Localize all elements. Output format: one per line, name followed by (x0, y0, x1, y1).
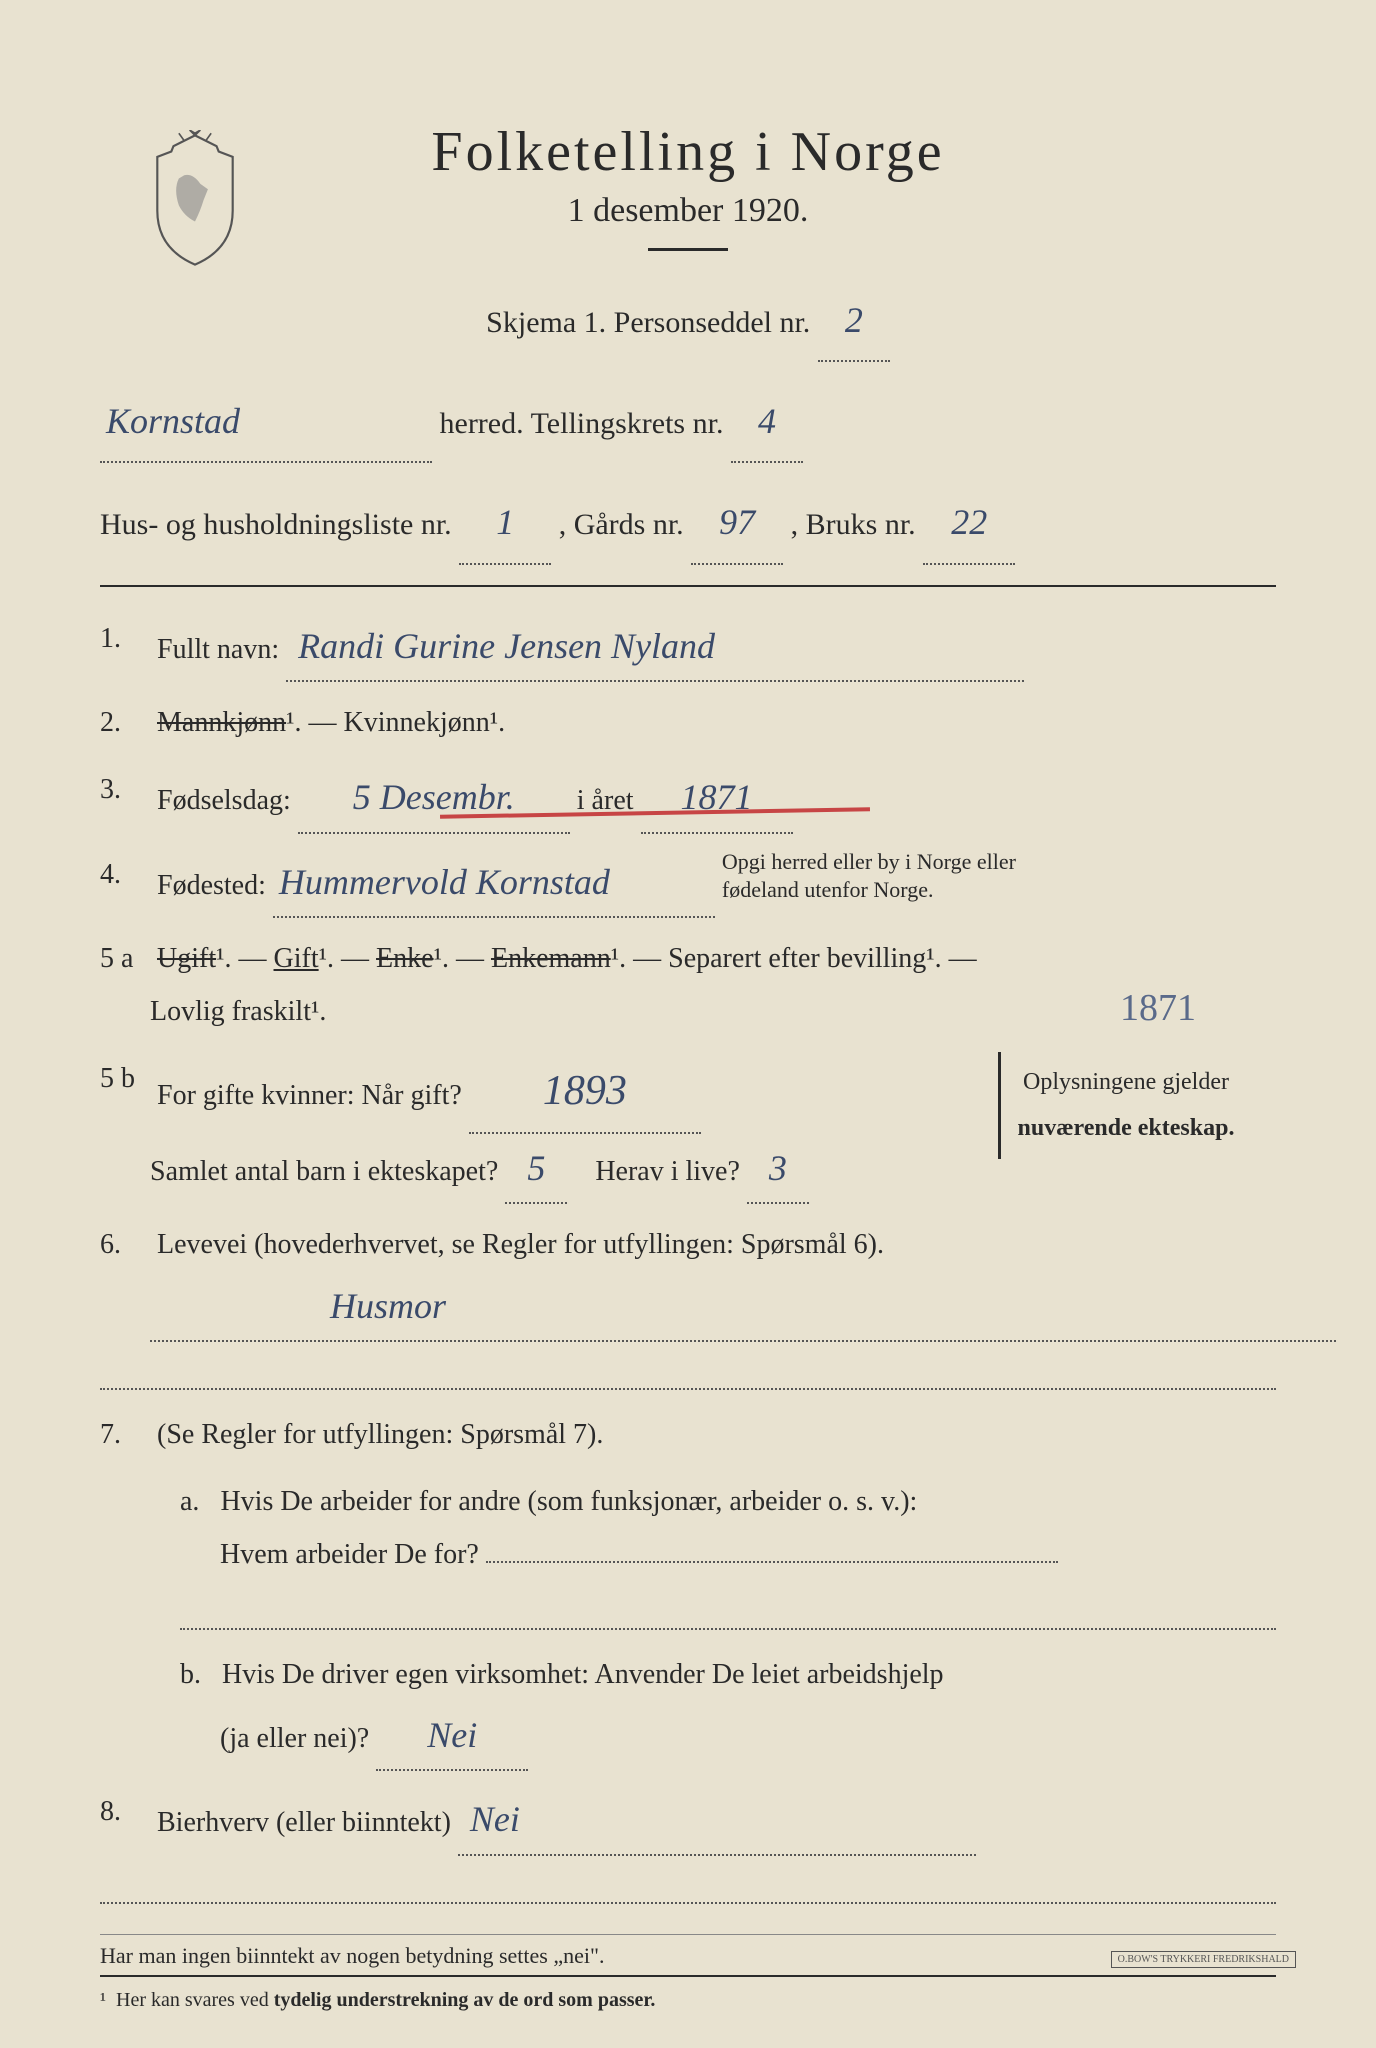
q5a-lov: Lovlig fraskilt (150, 996, 311, 1027)
coat-of-arms (140, 130, 250, 270)
footer-note: Har man ingen biinntekt av nogen betydni… (100, 1934, 1276, 1969)
q8-num: 8. (100, 1785, 150, 1838)
q7b: b. Hvis De driver egen virksomhet: Anven… (180, 1648, 1276, 1772)
q8: 8. Bierhverv (eller biinntekt) Nei (100, 1785, 1276, 1855)
q4-side-note: Opgi herred eller by i Norge eller fødel… (722, 848, 1062, 905)
q7a-value (486, 1561, 1058, 1563)
footnote: ¹ Her kan svares ved tydelig understrekn… (100, 1989, 1276, 2012)
main-title: Folketelling i Norge (100, 120, 1276, 184)
q2-mannkjonn: Mannkjønn (157, 707, 286, 738)
q7b-label: Hvis De driver egen virksomhet: Anvender… (222, 1659, 944, 1690)
gards-nr: 97 (691, 483, 783, 564)
q7a: a. Hvis De arbeider for andre (som funks… (180, 1475, 1276, 1581)
q4-value: Hummervold Kornstad (273, 848, 715, 918)
herred-label: herred. Tellingskrets nr. (440, 407, 724, 440)
title-divider (648, 248, 728, 251)
hus-line: Hus- og husholdningsliste nr. 1 , Gårds … (100, 483, 1276, 564)
q4-num: 4. (100, 848, 150, 901)
margin-year-1871: 1871 (1120, 972, 1196, 1044)
q1-value: Randi Gurine Jensen Nyland (286, 612, 1024, 682)
q4: 4. Fødested: Hummervold Kornstad Opgi he… (100, 848, 1276, 918)
printer-stamp: O.BOW'S TRYKKERI FREDRIKSHALD (1111, 1951, 1296, 1968)
q5a-enke: Enke (376, 943, 434, 974)
q5a: 5 a Ugift¹. — Gift¹. — Enke¹. — Enkemann… (100, 932, 1276, 1038)
q7b-sub: (ja eller nei)? (220, 1723, 369, 1754)
q7-label: (Se Regler for utfyllingen: Spørsmål 7). (157, 1419, 603, 1450)
q3-year: 1871 (641, 763, 793, 833)
q6-num: 6. (100, 1218, 150, 1271)
blank-line-2 (180, 1600, 1276, 1630)
q6-label: Levevei (hovederhvervet, se Regler for u… (157, 1229, 884, 1260)
q5a-ugift: Ugift (157, 943, 216, 974)
q3: 3. Fødselsdag: 5 Desembr. i året 1871 (100, 763, 1276, 833)
hus-nr: 1 (459, 483, 551, 564)
q8-label: Bierhverv (eller biinntekt) (157, 1807, 451, 1838)
q5a-num: 5 a (100, 932, 150, 985)
q5b-live-label: Herav i live? (595, 1156, 740, 1187)
q7b-value: Nei (376, 1701, 528, 1771)
q5a-sep: Separert efter bevilling (668, 943, 926, 974)
blank-line-1 (100, 1360, 1276, 1390)
q5a-enkemann: Enkemann (491, 943, 611, 974)
bruks-label: , Bruks nr. (791, 508, 916, 541)
footer-rule (100, 1975, 1276, 1977)
q3-label: Fødselsdag: (157, 785, 291, 816)
schema-label: Skjema 1. Personseddel nr. (486, 306, 810, 339)
herred-line: Kornstad herred. Tellingskrets nr. 4 (100, 382, 1276, 463)
q2: 2. Mannkjønn¹. — Kvinnekjønn¹. (100, 696, 1276, 749)
header-block: Skjema 1. Personseddel nr. 2 (100, 281, 1276, 362)
q5b: 5 b For gifte kvinner: Når gift? 1893 Sa… (100, 1052, 1276, 1204)
q5b-brace-note: Oplysningene gjelder nuværende ekteskap. (998, 1052, 1236, 1159)
q4-label: Fødested: (157, 870, 266, 901)
q3-day: 5 Desembr. (298, 763, 570, 833)
q5b-barn: 5 (505, 1134, 567, 1204)
subtitle: 1 desember 1920. (100, 192, 1276, 230)
personseddel-nr: 2 (818, 281, 890, 362)
q5a-gift: Gift (274, 943, 319, 974)
q2-num: 2. (100, 696, 150, 749)
q7a-letter: a. (180, 1486, 213, 1517)
q6-value: Husmor (150, 1272, 1336, 1342)
q1-num: 1. (100, 612, 150, 665)
q5b-live: 3 (747, 1134, 809, 1204)
q8-value: Nei (458, 1785, 976, 1855)
q5b-label: For gifte kvinner: Når gift? (157, 1080, 462, 1111)
q7a-sub: Hvem arbeider De for? (220, 1539, 479, 1570)
gards-label: , Gårds nr. (559, 508, 684, 541)
header-rule (100, 585, 1276, 587)
tellingskrets-nr: 4 (731, 382, 803, 463)
q2-kvinnekjonn: Kvinnekjønn (344, 707, 490, 738)
q5b-barn-label: Samlet antal barn i ekteskapet? (150, 1156, 498, 1187)
q7-num: 7. (100, 1408, 150, 1461)
q7b-letter: b. (180, 1659, 215, 1690)
q7: 7. (Se Regler for utfyllingen: Spørsmål … (100, 1408, 1276, 1461)
bruks-nr: 22 (923, 483, 1015, 564)
blank-line-3 (100, 1874, 1276, 1904)
q5b-num: 5 b (100, 1052, 150, 1105)
q7a-label: Hvis De arbeider for andre (som funksjon… (220, 1486, 917, 1517)
q3-num: 3. (100, 763, 150, 816)
herred-value: Kornstad (100, 382, 432, 463)
q1: 1. Fullt navn: Randi Gurine Jensen Nylan… (100, 612, 1276, 682)
census-form-page: Folketelling i Norge 1 desember 1920. Sk… (0, 0, 1376, 2048)
q6: 6. Levevei (hovederhvervet, se Regler fo… (100, 1218, 1276, 1342)
hus-label: Hus- og husholdningsliste nr. (100, 508, 452, 541)
q5b-year: 1893 (469, 1052, 701, 1134)
title-block: Folketelling i Norge 1 desember 1920. (100, 120, 1276, 251)
q1-label: Fullt navn: (157, 634, 279, 665)
